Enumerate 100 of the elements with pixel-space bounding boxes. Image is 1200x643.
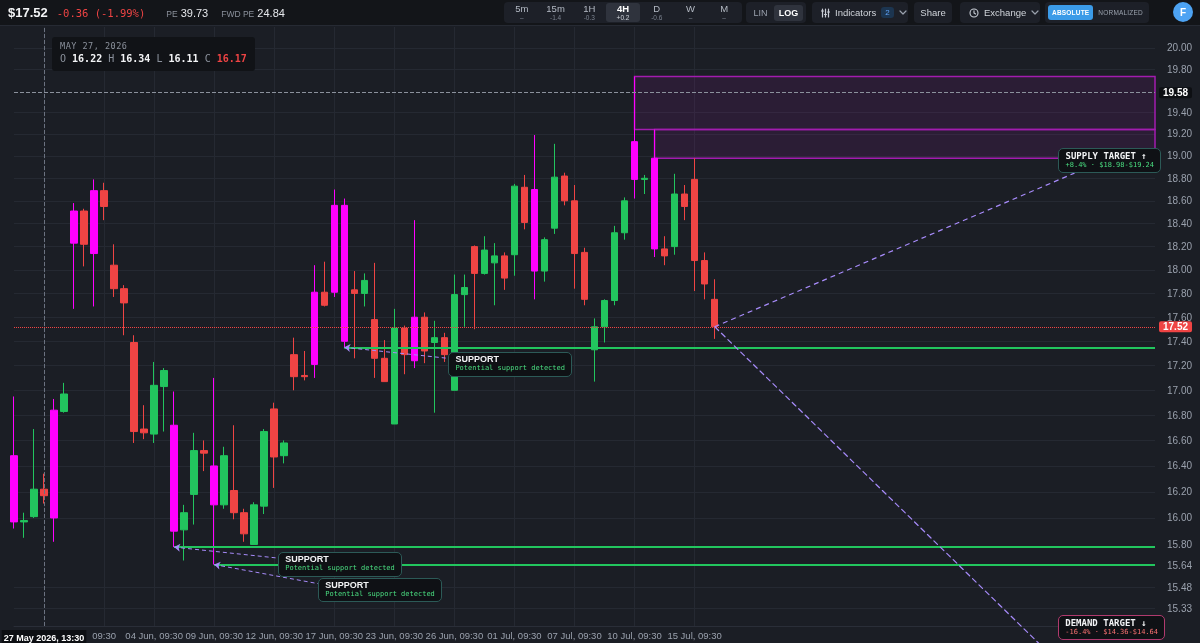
candlestick: [190, 432, 198, 526]
candlestick: [671, 173, 678, 256]
annotation: O 16.22 H 16.34 L 16.11 C 16.17: [60, 53, 247, 65]
candlestick: [311, 264, 318, 379]
candlestick: [481, 235, 488, 276]
x-tick-label: 09:30: [92, 629, 116, 641]
share-button: Share: [914, 2, 952, 23]
candlestick: [601, 298, 608, 343]
candlestick: [220, 446, 228, 510]
candlestick: [100, 182, 108, 221]
x-tick-label: 27 May 2026, 13:30: [3, 632, 85, 643]
candlestick: [551, 143, 558, 235]
candlestick: [280, 439, 288, 464]
candlestick: [611, 225, 618, 306]
y-tick-label: 15.48: [1167, 582, 1193, 594]
candlestick: [521, 174, 528, 230]
x-tick-label: 07 Jul, 09:30: [547, 629, 602, 641]
y-tick-label: 19.00: [1167, 150, 1193, 162]
candlestick: [381, 339, 388, 383]
candlestick: [701, 251, 708, 300]
y-tick-label: 18.80: [1167, 172, 1193, 184]
candlestick: [301, 350, 308, 381]
candlestick: [491, 242, 498, 306]
candlestick: [50, 398, 58, 543]
candlestick: [461, 274, 468, 328]
candlestick: [210, 377, 218, 566]
text: FWD PE 24.84: [221, 6, 285, 19]
y-tick-label: 16.80: [1167, 409, 1193, 421]
y-tick-label: 19.40: [1167, 106, 1193, 118]
y-tick-label: 18.00: [1167, 264, 1193, 276]
candlestick: [531, 134, 538, 300]
candlestick: [571, 184, 578, 290]
y-tick-label: 20.00: [1167, 42, 1193, 54]
x-tick-label: 15 Jul, 09:30: [667, 629, 722, 641]
ref-line-label: 17.52: [1163, 321, 1189, 333]
chart-subtitle: -0.36 (-1.99%): [56, 6, 146, 19]
y-tick-label: 19.80: [1167, 63, 1193, 75]
candlestick: [341, 198, 348, 348]
y-tick-label: 16.40: [1167, 460, 1193, 472]
x-tick-label: 26 Jun, 09:30: [425, 629, 484, 641]
candlestick: [40, 473, 48, 505]
y-tick-label: 17.40: [1167, 335, 1193, 347]
candlestick: [170, 391, 178, 548]
x-tick-label: 10 Jul, 09:30: [607, 629, 662, 641]
indicators-button: Indicators 2: [812, 2, 908, 23]
y-tick-label: 18.20: [1167, 241, 1193, 253]
candlestick: [60, 382, 68, 414]
candlestick: [160, 367, 168, 433]
x-tick-label: 23 Jun, 09:30: [365, 629, 424, 641]
candlestick: [621, 196, 628, 241]
y-tick-label: 18.60: [1167, 195, 1193, 207]
y-tick-label: 16.00: [1167, 512, 1193, 524]
ref-line-label: 19.58: [1163, 87, 1189, 99]
candlestick: [321, 261, 328, 307]
exchange-button: Exchange: [960, 2, 1040, 23]
candlestick: [581, 247, 588, 306]
candlestick: [80, 208, 88, 267]
candlestick: [110, 243, 118, 298]
y-tick-label: 15.80: [1167, 538, 1193, 550]
annotation: MAY 27, 2026: [60, 41, 129, 53]
y-tick-label: 17.60: [1167, 311, 1193, 323]
y-tick-label: 18.40: [1167, 218, 1193, 230]
y-tick-label: 17.00: [1167, 384, 1193, 396]
x-tick-label: 09 Jun, 09:30: [185, 629, 243, 641]
candlestick: [511, 183, 518, 277]
candlestick: [90, 178, 98, 307]
candlestick: [631, 76, 638, 200]
candlestick: [691, 157, 698, 292]
x-tick-label: 01 Jul, 09:30: [487, 629, 542, 641]
candlestick: [30, 428, 38, 519]
y-tick-label: 16.60: [1167, 434, 1193, 446]
y-tick-label: 17.20: [1167, 360, 1193, 372]
candlestick: [20, 512, 28, 539]
candlestick: [641, 174, 648, 195]
candlestick: [290, 337, 298, 391]
candlestick: [230, 424, 238, 520]
candlestick: [240, 508, 248, 543]
candlestick: [270, 402, 278, 489]
y-tick-label: 17.80: [1167, 287, 1193, 299]
candlestick: [130, 334, 138, 444]
text: PE 39.73: [166, 6, 209, 19]
scale-toggle: LIN LOG: [746, 2, 806, 23]
candlestick: [331, 189, 338, 298]
candlestick: [661, 235, 668, 266]
candlestick: [260, 428, 268, 515]
candlestick: [651, 129, 658, 258]
candlestick: [200, 439, 208, 472]
chart-title: $17.52: [8, 5, 48, 20]
avatar-circle: F: [1173, 2, 1193, 22]
x-tick-label: 04 Jun, 09:30: [125, 629, 183, 641]
y-tick-label: 15.33: [1167, 602, 1193, 614]
candlestick: [361, 272, 368, 307]
y-tick-label: 16.20: [1167, 486, 1193, 498]
x-tick-label: 12 Jun, 09:30: [245, 629, 304, 641]
candlestick: [681, 184, 688, 221]
x-tick-label: 17 Jun, 09:30: [305, 629, 364, 641]
y-tick-label: 15.64: [1167, 560, 1193, 572]
candlestick: [501, 251, 508, 291]
candlestick: [541, 236, 548, 283]
candlestick: [411, 219, 418, 369]
